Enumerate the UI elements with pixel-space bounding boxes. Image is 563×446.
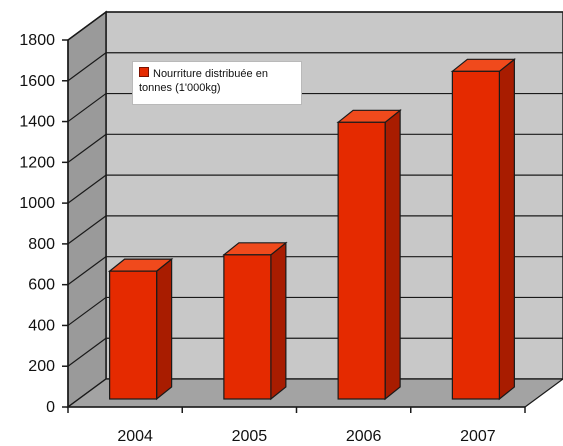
- bar: [450, 58, 517, 401]
- bars: [107, 58, 517, 401]
- legend-swatch: [139, 67, 149, 77]
- bar: [336, 109, 402, 401]
- gridline-left: [67, 133, 107, 163]
- gridline-left: [67, 256, 107, 286]
- gridline-left: [67, 296, 107, 326]
- y-tick-label: 800: [28, 236, 55, 253]
- gridline-left: [67, 11, 107, 41]
- y-tick-label: 1800: [19, 32, 55, 49]
- legend: Nourriture distribuée en tonnes (1'000kg…: [132, 61, 302, 105]
- gridline-left: [67, 215, 107, 245]
- x-tick-label: 2007: [460, 428, 496, 445]
- bar-front: [109, 270, 158, 400]
- y-tick-label: 1400: [19, 114, 55, 131]
- y-tick-label: 400: [28, 317, 55, 334]
- y-tick-label: 1000: [19, 195, 55, 212]
- bar-side: [498, 58, 515, 401]
- x-tick-label: 2006: [346, 428, 382, 445]
- x-tick-label: 2005: [232, 428, 268, 445]
- bar-side: [384, 109, 401, 401]
- gridline-left: [67, 174, 107, 204]
- bar-front: [223, 254, 272, 400]
- legend-label: Nourriture distribuée en tonnes (1'000kg…: [139, 68, 268, 94]
- y-tick-label: 1600: [19, 73, 55, 90]
- left-wall: [67, 10, 107, 409]
- tick-labels: 0 200 400 600 800 1000 1200 1400 1600 1800 2004 200…: [19, 32, 495, 445]
- gridline-left: [67, 52, 107, 82]
- bar: [222, 241, 288, 401]
- y-tick-label: 200: [28, 358, 55, 375]
- bar-front: [451, 70, 500, 400]
- bar-side: [156, 257, 173, 401]
- y-tick-label: 600: [28, 277, 55, 294]
- gridline-left: [67, 337, 107, 367]
- bar-side: [270, 241, 287, 401]
- bar: [107, 257, 174, 401]
- y-tick-label: 1200: [19, 154, 55, 171]
- y-tick-label: 0: [46, 399, 55, 416]
- x-tick-label: 2004: [117, 428, 153, 445]
- gridline-left: [67, 93, 107, 123]
- bar-front: [337, 121, 386, 400]
- axes: [62, 39, 526, 413]
